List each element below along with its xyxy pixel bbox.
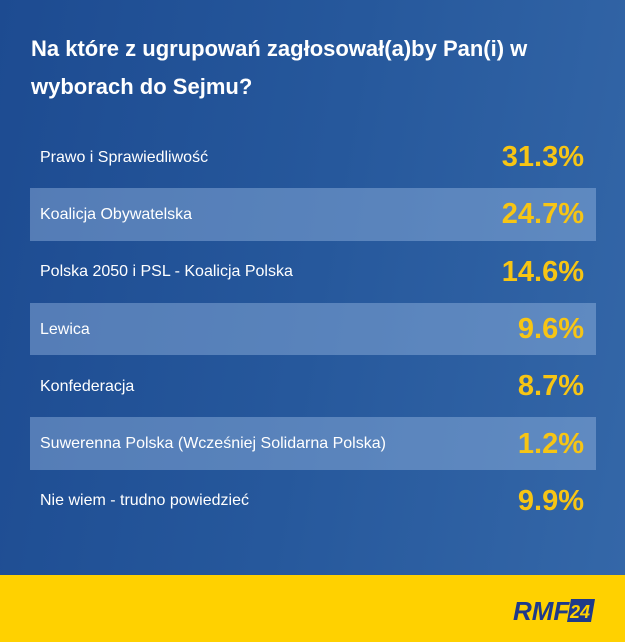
party-value: 9.6% [517, 313, 584, 346]
party-value: 1.2% [517, 427, 584, 460]
party-label: Prawo i Sprawiedliwość [40, 148, 209, 166]
result-row: Konfederacja 8.7% [30, 358, 596, 415]
party-label: Lewica [40, 320, 90, 338]
result-row: Prawo i Sprawiedliwość 31.3% [30, 129, 596, 186]
result-row: Suwerenna Polska (Wcześniej Solidarna Po… [30, 415, 596, 472]
poll-panel: Na które z ugrupowań zagłosował(a)by Pan… [0, 0, 625, 575]
party-label: Nie wiem - trudno powiedzieć [40, 492, 249, 510]
logo-text: RMF [513, 596, 570, 625]
party-label: Konfederacja [40, 377, 135, 395]
party-value: 14.6% [501, 255, 584, 288]
poll-question: Na które z ugrupowań zagłosował(a)by Pan… [31, 36, 528, 99]
party-value: 31.3% [501, 141, 584, 174]
party-label: Suwerenna Polska (Wcześniej Solidarna Po… [40, 435, 386, 453]
party-value: 24.7% [501, 198, 584, 231]
footer-bar: RMF 24 [0, 575, 625, 642]
result-row: Lewica 9.6% [30, 301, 596, 358]
party-label: Polska 2050 i PSL - Koalicja Polska [40, 263, 293, 281]
party-label: Koalicja Obywatelska [40, 205, 193, 223]
logo-badge: 24 [569, 602, 590, 622]
party-value: 8.7% [517, 370, 584, 403]
result-row: Polska 2050 i PSL - Koalicja Polska 14.6% [30, 244, 596, 301]
party-value: 9.9% [517, 484, 584, 517]
rmf24-logo: RMF 24 [513, 596, 595, 625]
result-row: Koalicja Obywatelska 24.7% [30, 186, 596, 243]
results-list: Prawo i Sprawiedliwość 31.3% Koalicja Oby… [30, 129, 596, 530]
result-row: Nie wiem - trudno powiedzieć 9.9% [30, 473, 596, 530]
